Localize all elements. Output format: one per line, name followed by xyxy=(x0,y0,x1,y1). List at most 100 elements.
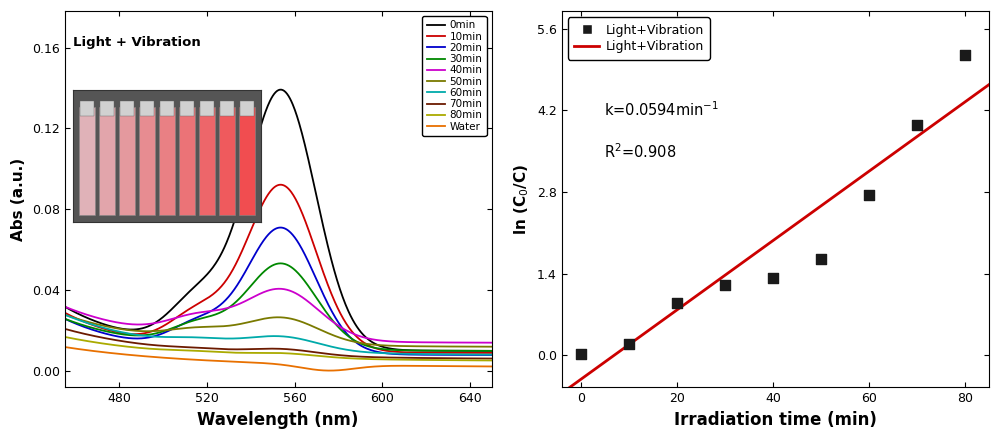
60min xyxy=(310,340,322,345)
40min xyxy=(252,292,264,297)
10min xyxy=(134,331,146,337)
Light+Vibration xyxy=(813,256,829,263)
Text: Light + Vibration: Light + Vibration xyxy=(73,36,201,48)
Text: R$^2$=0.908: R$^2$=0.908 xyxy=(604,142,677,161)
10min xyxy=(311,252,323,257)
Light+Vibration xyxy=(621,340,637,347)
X-axis label: Irradiation time (min): Irradiation time (min) xyxy=(674,411,877,429)
40min xyxy=(486,340,498,345)
Light+Vibration xyxy=(669,299,685,306)
60min xyxy=(134,333,146,338)
Y-axis label: ln (C$_0$/C): ln (C$_0$/C) xyxy=(513,164,531,235)
40min xyxy=(134,322,146,327)
30min xyxy=(486,348,498,353)
30min xyxy=(275,261,287,266)
40min xyxy=(311,306,323,312)
60min xyxy=(168,334,180,340)
0min xyxy=(252,134,264,139)
10min xyxy=(252,211,264,216)
80min xyxy=(486,358,498,363)
Line: 10min: 10min xyxy=(65,185,492,353)
0min xyxy=(381,345,393,351)
Line: 0min: 0min xyxy=(65,90,492,351)
Legend: Light+Vibration, Light+Vibration: Light+Vibration, Light+Vibration xyxy=(568,17,710,59)
80min xyxy=(310,353,322,358)
20min xyxy=(59,316,71,321)
80min xyxy=(252,350,264,356)
70min xyxy=(59,326,71,331)
60min xyxy=(252,334,264,340)
30min xyxy=(252,275,264,281)
Line: 30min: 30min xyxy=(65,264,492,351)
80min xyxy=(380,357,392,362)
Light+Vibration xyxy=(909,121,925,128)
30min xyxy=(381,347,393,352)
30min xyxy=(345,335,357,341)
20min xyxy=(252,247,264,252)
60min xyxy=(380,351,392,356)
20min xyxy=(381,351,393,356)
Y-axis label: Abs (a.u.): Abs (a.u.) xyxy=(11,158,26,241)
50min xyxy=(168,326,180,332)
Water xyxy=(310,367,322,372)
10min xyxy=(275,182,287,187)
0min xyxy=(168,304,180,309)
70min xyxy=(486,356,498,361)
60min xyxy=(59,312,71,317)
50min xyxy=(344,338,356,343)
50min xyxy=(59,312,71,317)
X-axis label: Wavelength (nm): Wavelength (nm) xyxy=(197,411,359,429)
Water xyxy=(324,368,336,373)
0min xyxy=(486,348,498,353)
20min xyxy=(275,225,287,230)
40min xyxy=(381,338,393,344)
Line: 20min: 20min xyxy=(65,227,492,355)
80min xyxy=(59,334,71,340)
50min xyxy=(380,343,392,348)
Light+Vibration xyxy=(861,191,877,198)
Line: 40min: 40min xyxy=(65,289,492,343)
0min xyxy=(275,87,287,92)
70min xyxy=(252,346,264,352)
40min xyxy=(345,330,357,335)
60min xyxy=(486,352,498,357)
Line: 80min: 80min xyxy=(65,337,492,360)
0min xyxy=(59,304,71,309)
80min xyxy=(134,345,146,351)
50min xyxy=(486,344,498,349)
40min xyxy=(168,315,180,321)
0min xyxy=(134,326,146,331)
70min xyxy=(168,344,180,349)
60min xyxy=(344,348,356,353)
0min xyxy=(311,196,323,201)
Water xyxy=(345,367,357,372)
10min xyxy=(381,348,393,353)
80min xyxy=(168,347,180,352)
10min xyxy=(486,350,498,356)
40min xyxy=(59,304,71,309)
30min xyxy=(311,296,323,301)
Line: Water: Water xyxy=(65,347,492,370)
Water xyxy=(134,353,146,359)
Water xyxy=(168,356,180,361)
10min xyxy=(59,310,71,315)
Water xyxy=(252,360,264,365)
20min xyxy=(168,326,180,331)
40min xyxy=(273,286,285,291)
30min xyxy=(134,333,146,338)
20min xyxy=(134,336,146,341)
10min xyxy=(345,327,357,332)
70min xyxy=(380,355,392,360)
Text: k=0.0594min$^{-1}$: k=0.0594min$^{-1}$ xyxy=(604,101,719,120)
Light+Vibration xyxy=(573,351,589,358)
Light+Vibration xyxy=(957,51,973,59)
Water xyxy=(486,364,498,369)
70min xyxy=(310,350,322,355)
20min xyxy=(345,335,357,340)
Water xyxy=(381,363,393,369)
50min xyxy=(252,317,264,323)
70min xyxy=(344,353,356,359)
Light+Vibration xyxy=(717,282,733,289)
30min xyxy=(168,325,180,330)
70min xyxy=(134,341,146,346)
